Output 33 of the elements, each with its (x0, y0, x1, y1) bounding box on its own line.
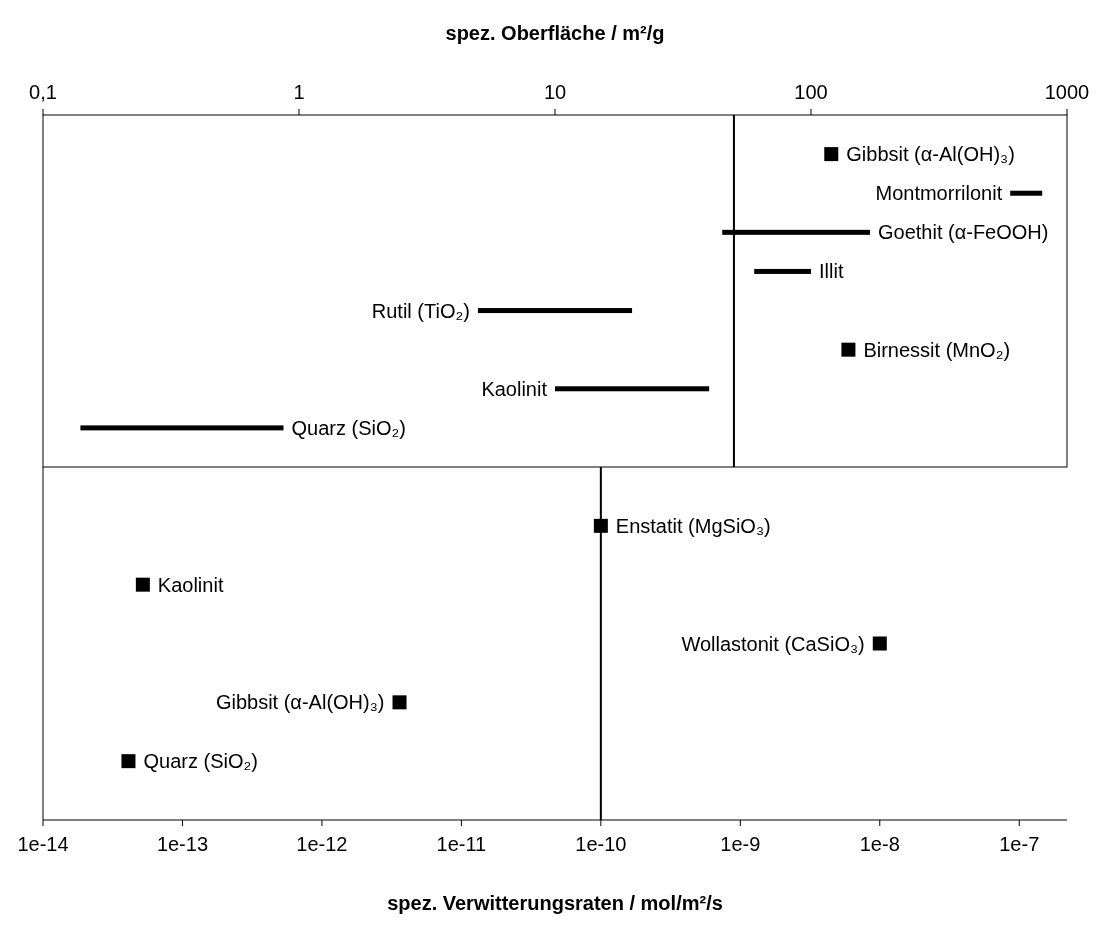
x-tick-label: 1e-7 (999, 833, 1040, 855)
x-tick-label: 1e-10 (575, 833, 627, 855)
y-tick-label: Kaolinit (481, 377, 548, 400)
y-tick-label: Wollastonit (CaSiO₃) (681, 632, 865, 655)
y-tick-label: Gibbsit (α-Al(OH)₃) (846, 143, 1015, 166)
y-tick-label: Birnessit (MnO₂) (863, 338, 1011, 361)
y-tick-label: Quarz (SiO₂) (143, 750, 258, 773)
x-tick-label: 1e-12 (296, 833, 348, 855)
x-axis-title: spez. Oberfläche / m²/g (445, 22, 665, 44)
x-tick-label: 0,1 (29, 81, 57, 103)
x-tick-label: 100 (794, 81, 828, 103)
bar (754, 268, 811, 274)
bar (555, 386, 710, 392)
x-tick-label: 1e-11 (436, 833, 487, 855)
y-tick-label: Montmorrilonit (875, 182, 1003, 205)
bar (477, 308, 633, 314)
x-tick-label: 1 (293, 81, 305, 103)
bar (1010, 190, 1043, 196)
y-tick-label: Quarz (SiO₂) (291, 416, 406, 439)
y-tick-label: Enstatit (MgSiO₃) (615, 514, 771, 537)
y-tick-label: Rutil (TiO₂) (371, 299, 470, 322)
x-tick-label: 1000 (1044, 81, 1090, 103)
y-tick-label: Gibbsit (α-Al(OH)₃) (215, 691, 385, 714)
x-tick-label: 1e-8 (859, 833, 900, 855)
x-tick-label: 1e-13 (156, 833, 209, 855)
bar (80, 425, 284, 431)
x-tick-label: 1e-14 (17, 833, 69, 855)
x-tick-label: 1e-9 (720, 833, 761, 855)
y-tick-label: Kaolinit (157, 573, 224, 596)
y-tick-label: Goethit (α-FeOOH) (877, 221, 1049, 244)
x-tick-label: 10 (543, 81, 567, 103)
x-axis-title: spez. Verwitterungsraten / mol/m²/s (387, 892, 723, 914)
y-tick-label: Illit (819, 260, 844, 283)
